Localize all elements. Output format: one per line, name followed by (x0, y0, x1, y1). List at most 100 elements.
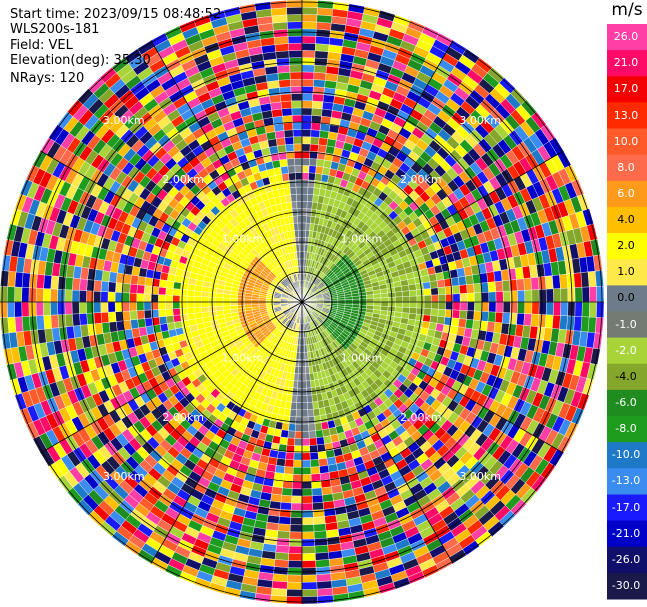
velocity-gate (21, 272, 31, 288)
velocity-gate (293, 452, 303, 461)
velocity-gate (517, 301, 526, 314)
velocity-gate (173, 281, 182, 290)
velocity-gate (35, 287, 44, 303)
velocity-gate (277, 530, 291, 540)
velocity-gate (284, 136, 294, 145)
velocity-gate (313, 79, 326, 88)
velocity-gate (21, 316, 31, 332)
velocity-gate (308, 423, 316, 432)
velocity-gate (179, 307, 188, 315)
velocity-gate (215, 301, 224, 307)
velocity-gate (274, 36, 289, 45)
velocity-gate (280, 494, 292, 504)
velocity-gate (280, 502, 292, 511)
velocity-gate (244, 301, 252, 306)
velocity-gate (277, 450, 287, 460)
velocity-gate (312, 100, 324, 110)
velocity-gate (306, 201, 313, 210)
velocity-gate (312, 93, 324, 102)
velocity-gate (57, 301, 66, 315)
velocity-gate (313, 64, 327, 74)
velocity-gate (289, 524, 303, 533)
velocity-gate (285, 452, 295, 461)
velocity-gate (288, 423, 296, 432)
velocity-gate (165, 301, 173, 310)
velocity-gate (559, 274, 568, 289)
velocity-gate (301, 107, 313, 116)
velocity-gate (275, 50, 290, 60)
velocity-gate (314, 544, 329, 554)
velocity-gate (286, 589, 303, 597)
velocity-gate (272, 21, 288, 31)
velocity-gate (301, 502, 314, 511)
velocity-gate (86, 290, 94, 303)
velocity-gate (274, 465, 285, 474)
velocity-gate (423, 308, 432, 316)
velocity-gate (294, 431, 303, 439)
velocity-gate (272, 573, 288, 583)
velocity-gate (544, 275, 554, 290)
velocity-gate (301, 64, 315, 73)
velocity-gate (275, 137, 286, 146)
velocity-gate (165, 315, 175, 324)
velocity-gate (136, 293, 145, 303)
velocity-gate (310, 136, 320, 145)
velocity-gate (301, 431, 310, 439)
velocity-gate (277, 523, 291, 532)
velocity-gate (401, 284, 410, 292)
velocity-gate (201, 296, 209, 303)
velocity-gate (301, 165, 310, 173)
velocity-gate (452, 309, 461, 319)
velocity-gate (581, 301, 590, 318)
velocity-gate (286, 201, 293, 210)
velocity-gate (289, 531, 303, 540)
velocity-gate (158, 309, 167, 318)
velocity-gate (289, 409, 297, 418)
velocity-gate (50, 288, 59, 303)
velocity-gate (186, 307, 195, 315)
velocity-gate (280, 93, 292, 102)
velocity-gate (301, 467, 312, 475)
velocity-gate (14, 271, 24, 288)
velocity-gate (36, 315, 45, 330)
velocity-gate (523, 277, 532, 291)
velocity-gate (545, 301, 554, 316)
velocity-gate (43, 315, 52, 330)
velocity-gate (502, 280, 511, 292)
velocity-gate (137, 275, 146, 286)
velocity-gate (301, 517, 314, 526)
velocity-gate (283, 473, 294, 482)
velocity-gate (552, 315, 561, 330)
velocity-gate (194, 312, 203, 320)
velocity-gate (136, 310, 145, 320)
velocity-gate (301, 193, 308, 202)
velocity-gate (50, 301, 59, 316)
velocity-gate (278, 516, 291, 525)
velocity-gate (158, 301, 166, 310)
velocity-gate (64, 289, 73, 303)
velocity-gate (545, 288, 554, 303)
velocity-gate (79, 313, 88, 326)
velocity-gate (467, 292, 475, 303)
velocity-gate (595, 317, 604, 334)
velocity-gate (315, 552, 330, 561)
velocity-gate (229, 301, 238, 306)
velocity-gate (423, 288, 432, 296)
velocity-gate (408, 283, 417, 291)
velocity-gate (173, 314, 182, 323)
velocity-gate (414, 276, 423, 285)
velocity-gate (314, 537, 328, 547)
velocity-gate (215, 305, 224, 312)
velocity-gate (309, 143, 319, 152)
velocity-gate (580, 271, 590, 288)
velocity-gate (423, 295, 432, 303)
velocity-gate (416, 307, 425, 315)
velocity-gate (122, 310, 131, 321)
velocity-gate (271, 7, 288, 17)
velocity-gate (311, 107, 323, 117)
velocity-gate (313, 72, 327, 81)
velocity-gate (315, 43, 330, 52)
velocity-gate (274, 173, 284, 183)
velocity-gate (596, 301, 605, 318)
velocity-gate (466, 310, 475, 321)
